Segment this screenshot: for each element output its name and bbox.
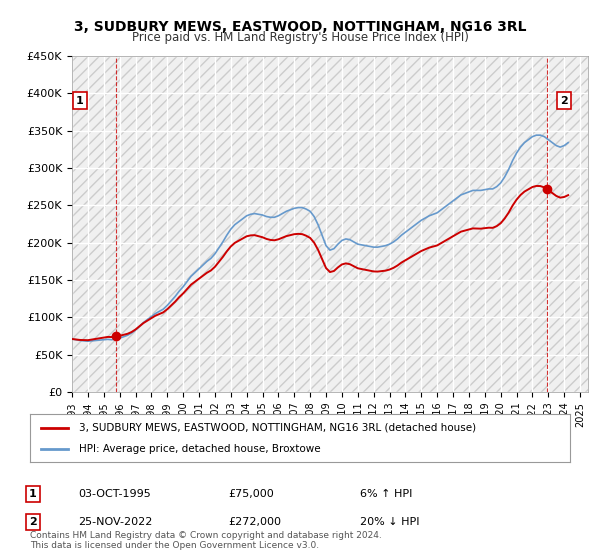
Text: 20% ↓ HPI: 20% ↓ HPI <box>360 517 419 527</box>
Text: 2: 2 <box>29 517 37 527</box>
Text: 1: 1 <box>76 96 84 106</box>
Text: 3, SUDBURY MEWS, EASTWOOD, NOTTINGHAM, NG16 3RL: 3, SUDBURY MEWS, EASTWOOD, NOTTINGHAM, N… <box>74 20 526 34</box>
Text: Contains HM Land Registry data © Crown copyright and database right 2024.
This d: Contains HM Land Registry data © Crown c… <box>30 530 382 550</box>
Text: HPI: Average price, detached house, Broxtowe: HPI: Average price, detached house, Brox… <box>79 444 320 454</box>
Text: 2: 2 <box>560 96 568 106</box>
Text: 6% ↑ HPI: 6% ↑ HPI <box>360 489 412 499</box>
Text: 3, SUDBURY MEWS, EASTWOOD, NOTTINGHAM, NG16 3RL (detached house): 3, SUDBURY MEWS, EASTWOOD, NOTTINGHAM, N… <box>79 423 476 433</box>
Text: £75,000: £75,000 <box>228 489 274 499</box>
Text: Price paid vs. HM Land Registry's House Price Index (HPI): Price paid vs. HM Land Registry's House … <box>131 31 469 44</box>
Text: 25-NOV-2022: 25-NOV-2022 <box>78 517 152 527</box>
Text: 03-OCT-1995: 03-OCT-1995 <box>78 489 151 499</box>
Text: £272,000: £272,000 <box>228 517 281 527</box>
Text: 1: 1 <box>29 489 37 499</box>
